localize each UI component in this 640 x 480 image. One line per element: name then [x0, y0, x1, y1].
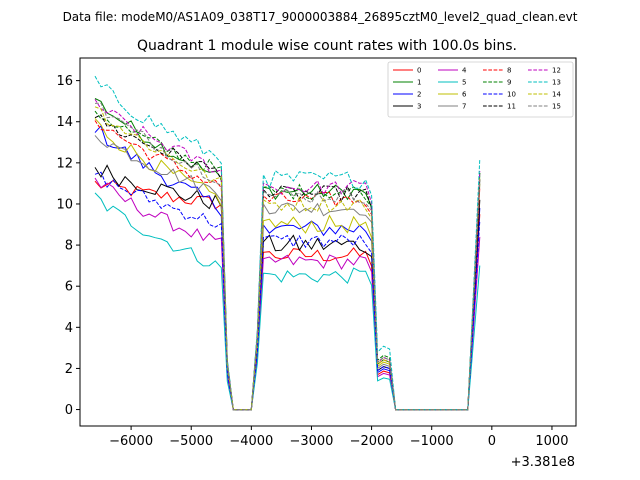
y-tick-label: 12	[56, 156, 73, 171]
y-tick-label: 4	[65, 321, 73, 336]
chart-title: Quadrant 1 module wise count rates with …	[137, 38, 517, 54]
series-line-15	[94, 102, 481, 411]
x-tick-label: −3000	[289, 434, 333, 449]
y-tick-label: 16	[56, 74, 73, 89]
x-tick-label: −5000	[169, 434, 213, 449]
legend-label-15: 15	[552, 103, 561, 111]
x-tick-label: −1000	[410, 434, 454, 449]
legend-label-11: 11	[507, 103, 516, 111]
legend-label-13: 13	[552, 79, 561, 87]
x-tick-label: −2000	[350, 434, 394, 449]
x-tick-label: 1000	[535, 434, 568, 449]
legend-label-7: 7	[462, 103, 466, 111]
legend-label-5: 5	[462, 79, 466, 87]
legend-label-2: 2	[417, 91, 421, 99]
legend-label-12: 12	[552, 67, 561, 75]
y-tick-label: 10	[56, 197, 73, 212]
legend-label-9: 9	[507, 79, 511, 87]
legend-label-1: 1	[417, 79, 421, 87]
y-tick-label: 0	[65, 403, 73, 418]
legend-label-10: 10	[507, 91, 516, 99]
x-tick-label: −6000	[109, 434, 153, 449]
series-line-13	[94, 75, 481, 411]
y-tick-label: 14	[56, 115, 73, 130]
y-axis: 0 2 4 6 8 10 12 14 16	[56, 74, 80, 418]
legend-label-6: 6	[462, 91, 467, 99]
x-tick-label: 0	[488, 434, 496, 449]
legend-label-14: 14	[552, 91, 561, 99]
legend-label-4: 4	[462, 67, 467, 75]
y-tick-label: 8	[65, 239, 73, 254]
legend-label-8: 8	[507, 67, 511, 75]
x-axis: −6000 −5000 −4000 −3000 −2000 −1000 0 1000	[109, 426, 568, 449]
legend-box	[387, 61, 574, 118]
y-tick-label: 6	[65, 280, 73, 295]
y-tick-label: 2	[65, 362, 73, 377]
legend-label-3: 3	[417, 103, 421, 111]
legend-label-0: 0	[417, 67, 421, 75]
figure-suptitle: Data file: modeM0/AS1A09_038T17_90000038…	[63, 10, 578, 24]
x-tick-label: −4000	[229, 434, 273, 449]
plot-frame	[79, 57, 577, 427]
x-offset-label: +3.381e8	[511, 455, 575, 470]
series-layer	[94, 75, 481, 411]
